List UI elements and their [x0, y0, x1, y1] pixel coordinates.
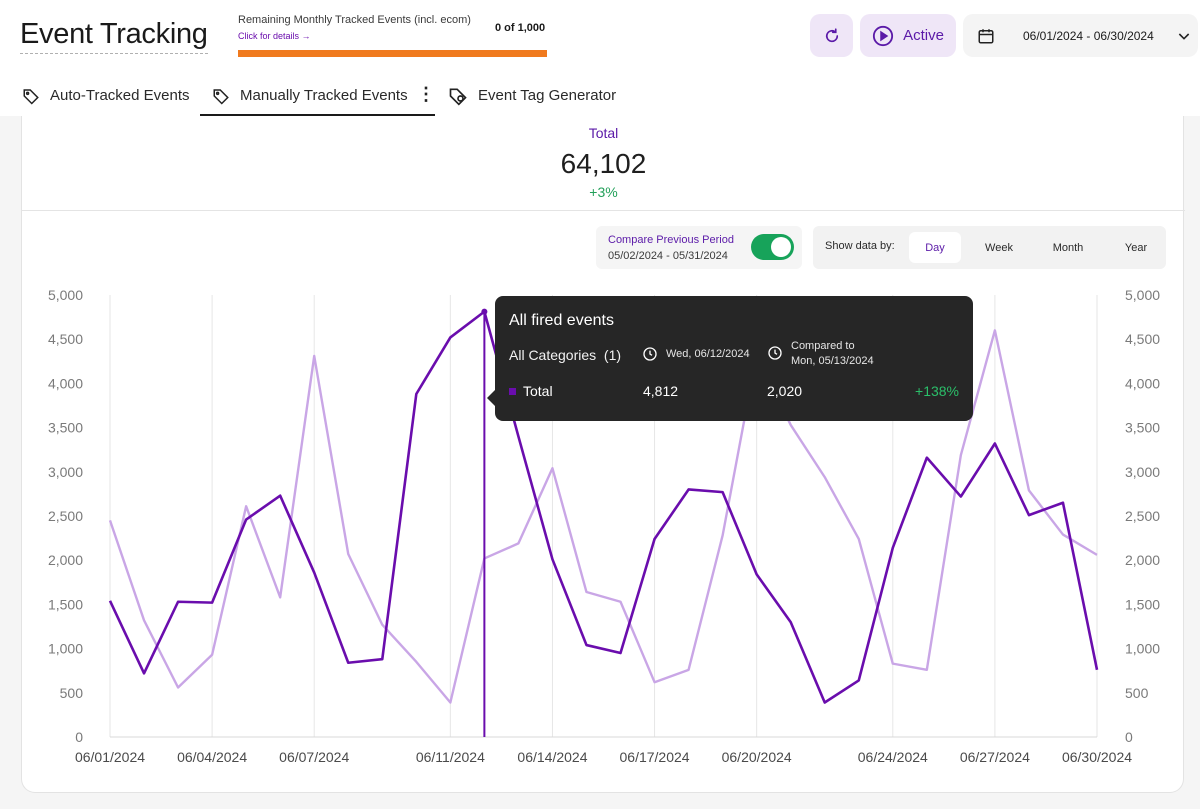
compare-range: 05/02/2024 - 05/31/2024: [608, 250, 728, 262]
y-tick-label-left: 5,000: [48, 287, 83, 303]
y-tick-label-left: 1,500: [48, 596, 83, 612]
y-tick-label-right: 5,000: [1125, 287, 1160, 303]
series-swatch: [509, 388, 516, 395]
tooltip-category: All Categories (1): [509, 347, 622, 363]
chevron-down-icon: [1178, 32, 1190, 40]
tab-label: Auto-Tracked Events: [50, 87, 190, 104]
usage-label: Remaining Monthly Tracked Events (incl. …: [238, 14, 471, 26]
clock-icon: [768, 346, 782, 360]
tooltip-current-value: 4,812: [643, 383, 679, 399]
usage-meter: Remaining Monthly Tracked Events (incl. …: [238, 14, 548, 57]
tab-label: Event Tag Generator: [478, 87, 617, 104]
calendar-icon: [978, 28, 994, 43]
usage-details-link[interactable]: Click for details →: [238, 31, 311, 41]
x-tick-label: 06/14/2024: [517, 749, 587, 765]
x-tick-label: 06/24/2024: [858, 749, 928, 765]
y-tick-label-right: 500: [1125, 685, 1149, 701]
chart-tooltip: All fired events All Categories (1) Wed,…: [495, 296, 973, 421]
tab-auto-tracked-events[interactable]: Auto-Tracked Events: [22, 76, 190, 115]
x-tick-label: 06/27/2024: [960, 749, 1030, 765]
tooltip-compared-date-text: Mon, 05/13/2024: [791, 355, 874, 367]
tab-manually-tracked-events[interactable]: Manually Tracked Events: [212, 76, 408, 115]
compare-title: Compare Previous Period: [608, 234, 734, 246]
y-tick-label-left: 4,500: [48, 331, 83, 347]
x-tick-label: 06/07/2024: [279, 749, 349, 765]
tooltip-compared-label: Compared to: [791, 340, 855, 352]
date-range-text: 06/01/2024 - 06/30/2024: [1023, 28, 1154, 43]
total-label: Total: [588, 125, 619, 141]
more-options-icon[interactable]: ⋮: [417, 84, 435, 104]
active-status-button[interactable]: Active: [860, 14, 956, 57]
active-tab-indicator: [200, 114, 435, 116]
clock-icon: [643, 347, 657, 361]
y-tick-label-left: 500: [60, 685, 84, 701]
granularity-month[interactable]: Month: [1052, 241, 1084, 254]
tooltip-title: All fired events: [509, 312, 614, 329]
y-tick-label-right: 4,000: [1125, 375, 1160, 391]
y-tick-label-left: 2,000: [48, 552, 83, 568]
series-line-current: [108, 310, 1099, 704]
total-value: 64,102: [560, 148, 647, 179]
x-tick-label: 06/11/2024: [416, 749, 485, 765]
usage-progress-bar: [238, 50, 547, 57]
y-tick-label-left: 4,000: [48, 375, 83, 391]
x-tick-label: 06/01/2024: [75, 749, 145, 765]
y-tick-label-left: 3,000: [48, 464, 83, 480]
page-title: Event Tracking: [20, 18, 208, 54]
active-label: Active: [903, 27, 944, 44]
tab-label: Manually Tracked Events: [240, 87, 408, 104]
y-tick-label-left: 3,500: [48, 420, 83, 436]
tooltip-change: +138%: [915, 383, 959, 399]
compare-toggle[interactable]: [751, 234, 794, 260]
toggle-knob: [771, 237, 791, 257]
y-tick-label-right: 2,000: [1125, 552, 1160, 568]
x-tick-label: 06/17/2024: [620, 749, 690, 765]
y-tick-label-right: 2,500: [1125, 508, 1160, 524]
tooltip-compared-date: Compared to Mon, 05/13/2024: [767, 340, 874, 367]
play-circle-icon: [872, 25, 894, 46]
x-tick-label: 06/30/2024: [1062, 749, 1132, 765]
date-range-picker[interactable]: 06/01/2024 - 06/30/2024: [963, 14, 1198, 57]
refresh-button[interactable]: [810, 14, 853, 57]
y-tick-label-left: 2,500: [48, 508, 83, 524]
tab-event-tag-generator[interactable]: Event Tag Generator: [448, 76, 616, 115]
compare-previous-period: Compare Previous Period 05/02/2024 - 05/…: [596, 226, 802, 269]
show-data-by: Show data by: Day Week Month Year: [813, 226, 1166, 269]
tag-icon: [213, 88, 229, 105]
tag-icon: [23, 88, 39, 105]
total-change: +3%: [589, 184, 618, 200]
series-line-previous: [108, 329, 1098, 704]
x-tick-label: 06/04/2024: [177, 749, 247, 765]
y-tick-label-right: 1,500: [1125, 596, 1160, 612]
x-tick-label: 06/20/2024: [722, 749, 792, 765]
granularity-week[interactable]: Week: [985, 241, 1013, 254]
y-tick-label-left: 0: [75, 729, 83, 745]
tooltip-series-name: Total: [523, 383, 553, 399]
y-tick-label-left: 1,000: [48, 641, 83, 657]
y-tick-label-right: 3,500: [1125, 420, 1160, 436]
refresh-icon: [825, 27, 838, 42]
tooltip-current-date: Wed, 06/12/2024: [642, 346, 750, 362]
chart-card: Total 64,102 +3% Compare Previous Period…: [21, 116, 1185, 793]
tooltip-compared-value: 2,020: [767, 383, 803, 399]
hover-point: [481, 308, 488, 315]
divider: [22, 210, 1185, 211]
y-tick-label-right: 3,000: [1125, 464, 1160, 480]
granularity-year[interactable]: Year: [1124, 241, 1148, 254]
tab-bar: Auto-Tracked Events Manually Tracked Eve…: [0, 76, 1200, 116]
show-data-label: Show data by:: [825, 240, 895, 252]
usage-count: 0 of 1,000: [495, 22, 546, 34]
y-tick-label-right: 1,000: [1125, 641, 1160, 657]
tooltip-arrow: [487, 390, 495, 406]
y-tick-label-right: 4,500: [1125, 331, 1160, 347]
y-tick-label-right: 0: [1125, 729, 1133, 745]
granularity-day[interactable]: Day: [909, 232, 961, 263]
tag-gear-icon: [449, 88, 467, 106]
tooltip-current-date-text: Wed, 06/12/2024: [666, 348, 750, 360]
